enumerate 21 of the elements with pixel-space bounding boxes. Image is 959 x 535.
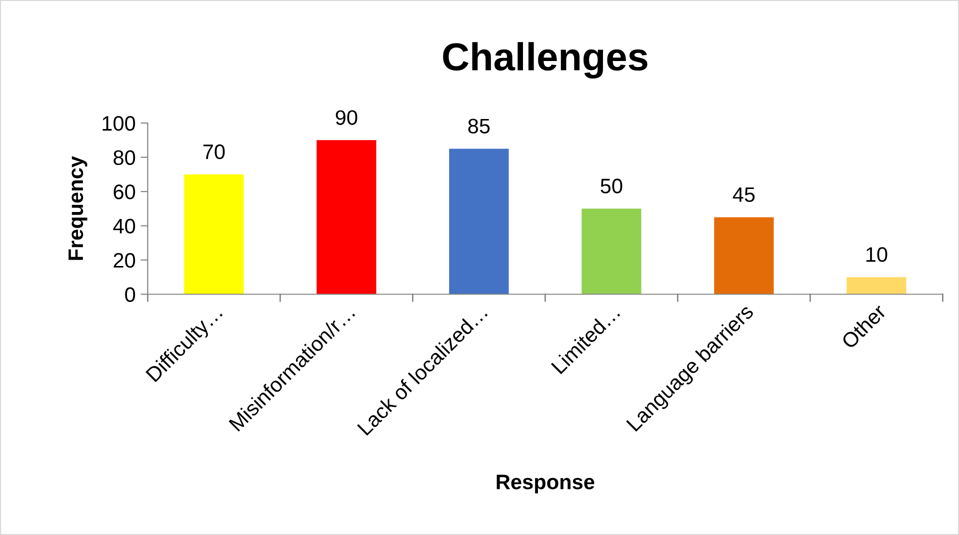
- data-label: 50: [600, 178, 622, 194]
- bar: [846, 277, 906, 294]
- y-tick-label: 0: [125, 287, 136, 302]
- y-tick-label: 20: [114, 253, 136, 268]
- y-tick-label: 80: [114, 150, 136, 166]
- y-tick-label: 100: [102, 116, 136, 131]
- data-label: 70: [203, 144, 225, 160]
- bar: [582, 208, 642, 294]
- x-axis-title: Response: [496, 474, 594, 494]
- data-label: 90: [336, 110, 358, 125]
- chart-title: Challenges: [443, 42, 648, 79]
- y-tick-label: 40: [113, 218, 136, 234]
- bar: [316, 140, 376, 294]
- y-tick-label: 60: [114, 184, 136, 200]
- data-label: 45: [732, 187, 755, 202]
- data-label: 85: [468, 118, 490, 134]
- bar: [714, 217, 774, 294]
- bar: [184, 174, 244, 294]
- data-label: 10: [866, 247, 888, 262]
- y-axis-title: Frequency: [68, 156, 88, 260]
- bar: [449, 148, 509, 294]
